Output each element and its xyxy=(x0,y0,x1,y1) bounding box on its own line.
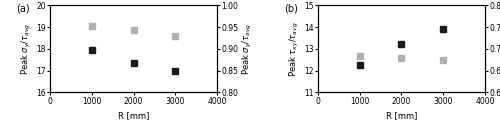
Y-axis label: Peak $\tau_{xy}/\tau_{avg}$: Peak $\tau_{xy}/\tau_{avg}$ xyxy=(288,21,301,77)
X-axis label: R [mm]: R [mm] xyxy=(386,111,417,120)
Y-axis label: Peak $\sigma_y/\tau_{avg}$: Peak $\sigma_y/\tau_{avg}$ xyxy=(242,23,254,75)
X-axis label: R [mm]: R [mm] xyxy=(118,111,150,120)
Y-axis label: Peak $\sigma_y/\tau_{avg}$: Peak $\sigma_y/\tau_{avg}$ xyxy=(20,23,34,75)
Text: (a): (a) xyxy=(16,4,30,14)
Text: (b): (b) xyxy=(284,4,298,14)
